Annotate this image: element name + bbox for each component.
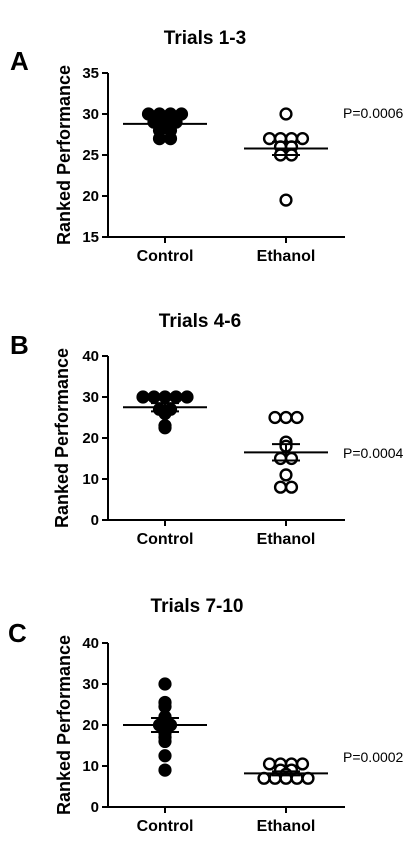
x-tick-label: Control	[137, 248, 194, 265]
data-point-ethanol	[273, 480, 288, 494]
y-tick-label: 25	[82, 147, 99, 164]
y-tick-label: 30	[82, 389, 99, 406]
data-point-control	[158, 734, 172, 749]
data-point-ethanol	[279, 193, 293, 207]
data-point-ethanol	[284, 480, 299, 494]
y-tick-label: 0	[91, 799, 99, 816]
p-value-annotation: P=0.0002	[343, 749, 404, 765]
data-point-control	[158, 763, 172, 777]
chart-title: Trials 1-3	[164, 28, 246, 49]
data-point-control	[136, 390, 150, 404]
y-tick-label: 40	[82, 348, 99, 365]
panel-letter: B	[10, 330, 29, 360]
data-point-control	[158, 390, 172, 404]
y-tick-label: 35	[82, 65, 99, 82]
data-point-ethanol	[262, 757, 277, 771]
data-point-control	[163, 132, 178, 146]
y-tick-label: 0	[91, 512, 99, 529]
data-point-control	[147, 390, 161, 404]
y-tick-label: 10	[82, 471, 99, 488]
y-axis-label: Ranked Performance	[54, 635, 74, 815]
y-tick-label: 30	[82, 106, 99, 123]
x-tick-label: Ethanol	[257, 818, 316, 835]
y-tick-label: 20	[82, 188, 99, 205]
y-tick-label: 30	[82, 676, 99, 693]
p-value-annotation: P=0.0004	[343, 445, 404, 461]
data-point-ethanol	[290, 410, 304, 425]
data-point-ethanol	[295, 757, 310, 771]
y-axis-label: Ranked Performance	[52, 348, 72, 528]
panel-letter: C	[8, 618, 27, 648]
data-point-ethanol	[301, 771, 315, 785]
y-tick-label: 15	[82, 229, 99, 246]
y-tick-label: 10	[82, 758, 99, 775]
chart-title: Trials 4-6	[159, 311, 241, 332]
chart-panel-b: Trials 4-6 B Ranked Performance 0 10 20 30 40 Co…	[10, 311, 404, 548]
y-tick-label: 20	[82, 717, 99, 734]
y-tick-label: 20	[82, 430, 99, 447]
data-point-control	[158, 749, 172, 763]
x-tick-label: Control	[137, 818, 194, 835]
data-point-control	[158, 421, 172, 435]
y-axis-label: Ranked Performance	[54, 65, 74, 245]
data-point-control	[180, 390, 194, 404]
data-point-ethanol	[279, 107, 293, 121]
data-point-control	[158, 677, 172, 691]
x-tick-label: Ethanol	[257, 531, 316, 548]
x-tick-label: Ethanol	[257, 248, 316, 265]
data-point-ethanol	[279, 468, 293, 482]
data-point-ethanol	[284, 451, 299, 466]
data-point-ethanol	[273, 451, 288, 466]
data-point-ethanol	[257, 771, 271, 785]
chart-panel-c: Trials 7-10 C Ranked Performance 0 10 20 30 40 C…	[8, 596, 404, 835]
data-point-control	[169, 390, 183, 404]
y-tick-label: 40	[82, 635, 99, 652]
data-point-control	[152, 132, 167, 146]
chart-title: Trials 7-10	[151, 596, 244, 617]
chart-panel-a: Trials 1-3 A Ranked Performance 15 20 25 30 35 C…	[10, 28, 404, 265]
data-point-ethanol	[268, 410, 282, 425]
x-tick-label: Control	[137, 531, 194, 548]
panel-letter: A	[10, 46, 29, 76]
p-value-annotation: P=0.0006	[343, 105, 404, 121]
data-point-ethanol	[279, 410, 293, 425]
